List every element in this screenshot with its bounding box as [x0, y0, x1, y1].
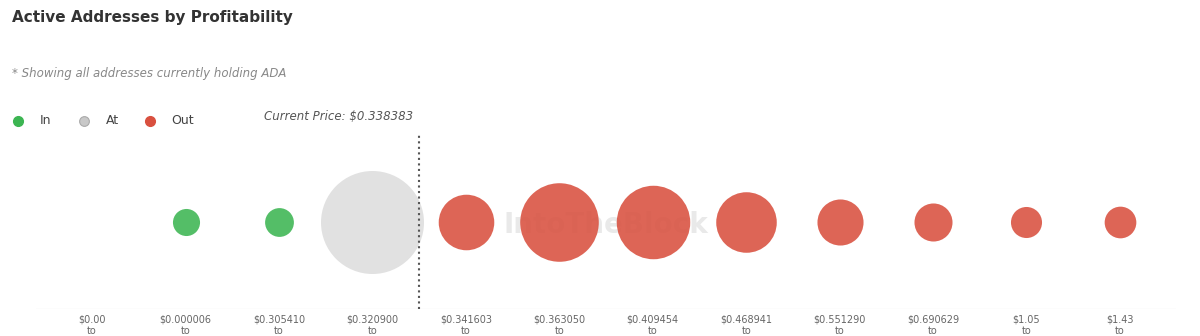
Point — [643, 219, 662, 224]
Text: Current Price: $0.338383: Current Price: $0.338383 — [264, 110, 413, 123]
Point — [176, 219, 196, 224]
Point — [1016, 219, 1036, 224]
Point — [550, 219, 569, 224]
Text: At: At — [106, 115, 119, 127]
Text: IntoTheBlock: IntoTheBlock — [504, 211, 708, 239]
Point — [737, 219, 756, 224]
Text: In: In — [40, 115, 52, 127]
Point — [1110, 219, 1129, 224]
Point — [362, 219, 382, 224]
Text: * Showing all addresses currently holding ADA: * Showing all addresses currently holdin… — [12, 67, 287, 80]
Text: Out: Out — [172, 115, 194, 127]
Point — [924, 219, 943, 224]
Point — [830, 219, 850, 224]
Point — [456, 219, 475, 224]
Point — [269, 219, 288, 224]
Text: Active Addresses by Profitability: Active Addresses by Profitability — [12, 10, 293, 25]
